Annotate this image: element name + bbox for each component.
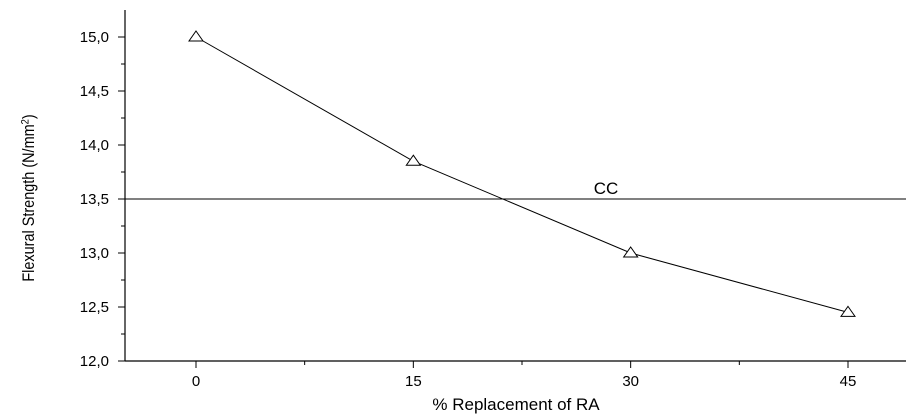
data-point-marker	[622, 246, 639, 258]
series-line	[195, 36, 849, 313]
x-tick-label: 0	[192, 373, 200, 390]
data-point-marker	[188, 30, 204, 42]
y-tick-label: 15,0	[80, 29, 109, 46]
y-axis-title-sup: 2	[19, 119, 31, 124]
x-tick-label: 30	[622, 373, 639, 390]
y-tick-label: 12,0	[80, 353, 109, 370]
y-tick-label: 13,5	[80, 191, 109, 208]
y-axis-title-suffix: )	[20, 114, 38, 119]
reference-lines: CC	[125, 179, 906, 200]
x-tick-label: 15	[405, 373, 422, 390]
y-axis-title: Flexural Strength (N/mm2)	[19, 114, 38, 281]
x-axis-title: % Replacement of RA	[432, 395, 600, 414]
data-point-marker	[840, 305, 856, 317]
ticks	[118, 36, 849, 368]
cc-reference-label: CC	[594, 179, 619, 198]
y-tick-label: 14,0	[80, 137, 109, 154]
tick-labels: 12,0 12,5 13,0 13,5 14,0 14,5 15,0 0 15 30 45	[80, 29, 857, 390]
series	[188, 30, 856, 317]
axes	[124, 10, 906, 362]
y-axis-title-main: Flexural Strength (N/mm	[20, 124, 38, 281]
y-tick-label: 13,0	[80, 245, 109, 262]
data-point-marker	[405, 154, 422, 166]
y-tick-label: 12,5	[80, 299, 109, 316]
x-tick-label: 45	[840, 373, 857, 390]
y-tick-label: 14,5	[80, 83, 109, 100]
